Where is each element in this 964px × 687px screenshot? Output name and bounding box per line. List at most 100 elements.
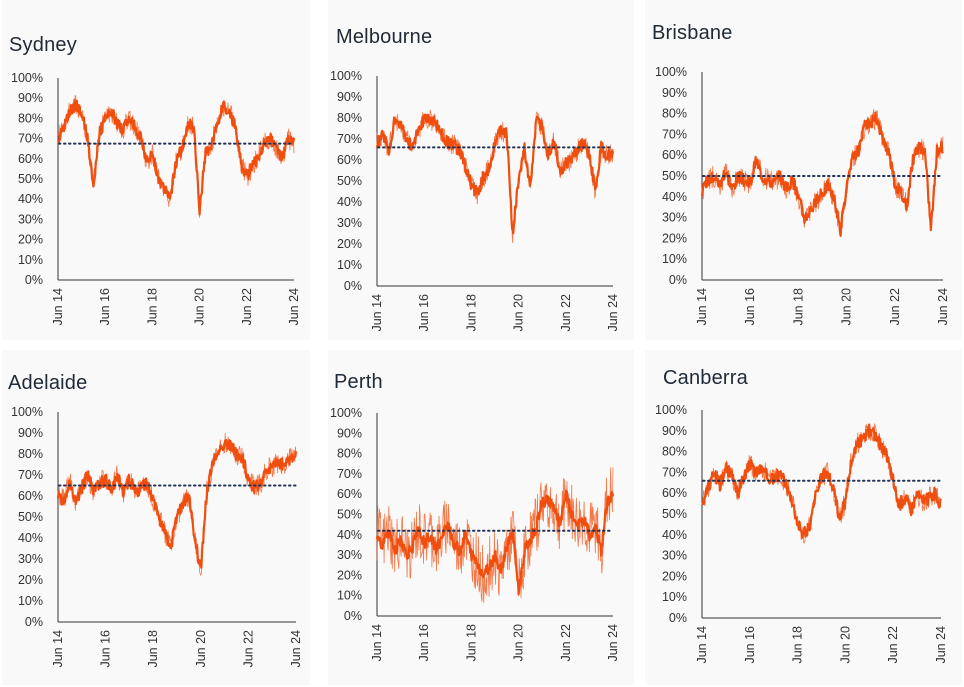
y-tick-label: 100% [11,405,43,419]
y-tick-label: 40% [18,192,43,206]
chart-panel-perth: Perth 0% 10% 20% 30% 40% 50% 60% 70% 80% 90% 100% J… [328,350,634,685]
y-tick-label: 30% [18,212,43,226]
series-line [701,423,942,539]
y-tick-label: 50% [337,174,362,188]
y-tick-label: 10% [662,252,687,266]
chart-title: Melbourne [336,26,433,48]
y-tick-label: 80% [18,111,43,125]
series-volatility-line [57,432,297,577]
y-tick-label: 80% [337,447,362,461]
y-tick-label: 40% [337,195,362,209]
x-tick-label: Jun 16 [417,624,431,662]
x-tick-label: Jun 18 [464,294,478,332]
series-volatility-line [376,467,614,603]
x-tick-label: Jun 14 [695,288,709,326]
x-tick-label: Jun 18 [791,626,805,664]
y-tick-label: 20% [662,231,687,245]
series-line [700,111,944,237]
x-tick-label: Jun 24 [936,288,950,326]
y-tick-label: 30% [662,211,687,225]
x-tick-label: Jun 16 [743,626,757,664]
y-tick-label: 30% [662,549,687,563]
y-tick-label: 60% [18,152,43,166]
chart-panel-melbourne: Melbourne 0% 10% 20% 30% 40% 50% 60% 70% 80% 90% 1… [328,0,634,340]
y-tick-label: 100% [655,403,687,417]
chart-title: Adelaide [8,372,88,394]
x-tick-label: Jun 20 [512,624,526,662]
y-tick-label: 20% [337,568,362,582]
series-line [375,113,615,235]
y-tick-label: 10% [662,590,687,604]
x-tick-label: Jun 20 [193,288,207,326]
y-tick-label: 0% [344,609,362,623]
x-tick-label: Jun 16 [417,294,431,332]
y-tick-label: 0% [25,273,43,287]
x-tick-label: Jun 22 [886,626,900,664]
y-tick-label: 40% [337,528,362,542]
chart-svg: 0% 10% 20% 30% 40% 50% 60% 70% 80% 90% 100% Jun 14 J… [655,403,948,664]
y-tick-label: 70% [337,132,362,146]
x-tick-label: Jun 18 [464,624,478,662]
y-tick-label: 100% [655,65,687,79]
chart-panel-sydney: Sydney 0% 10% 20% 30% 40% 50% 60% 70% 80% 90% 100%… [2,0,310,340]
chart-svg: 0% 10% 20% 30% 40% 50% 60% 70% 80% 90% 100% Jun 14 J… [330,69,620,332]
y-tick-label: 0% [344,279,362,293]
x-tick-label: Jun 22 [241,630,255,668]
y-tick-label: 70% [337,467,362,481]
y-tick-label: 50% [662,507,687,521]
x-tick-label: Jun 14 [51,630,65,668]
y-tick-label: 70% [18,468,43,482]
y-tick-label: 70% [662,465,687,479]
series-line [375,489,615,596]
x-tick-label: Jun 20 [194,630,208,668]
y-tick-label: 40% [662,190,687,204]
chart-svg: 0% 10% 20% 30% 40% 50% 60% 70% 80% 90% 100% Jun 14 J… [330,406,620,662]
y-tick-label: 0% [669,273,687,287]
x-tick-label: Jun 16 [99,630,113,668]
y-tick-label: 30% [18,552,43,566]
y-tick-label: 90% [662,86,687,100]
y-tick-label: 30% [337,548,362,562]
y-tick-label: 40% [18,531,43,545]
y-tick-label: 100% [330,69,362,83]
y-tick-label: 10% [337,258,362,272]
y-tick-label: 0% [25,615,43,629]
x-tick-label: Jun 18 [791,288,805,326]
chart-panel-canberra: Canberra 0% 10% 20% 30% 40% 50% 60% 70% 80% 90% 10… [645,350,962,685]
y-tick-label: 30% [337,216,362,230]
y-tick-label: 60% [662,486,687,500]
y-tick-label: 10% [18,253,43,267]
chart-title: Canberra [663,367,748,389]
y-tick-label: 20% [337,237,362,251]
series-volatility-line [376,109,614,244]
y-tick-label: 20% [662,569,687,583]
x-tick-label: Jun 22 [559,624,573,662]
y-tick-label: 20% [18,573,43,587]
y-tick-label: 60% [662,148,687,162]
x-tick-label: Jun 18 [146,630,160,668]
y-tick-label: 10% [18,594,43,608]
chart-panel-adelaide: Adelaide 0% 10% 20% 30% 40% 50% 60% 70% 80% 90% 10… [2,350,310,685]
x-tick-label: Jun 24 [606,624,620,662]
y-tick-label: 10% [337,589,362,603]
chart-panel-brisbane: Brisbane 0% 10% 20% 30% 40% 50% 60% 70% 80% 90% 10… [645,0,962,340]
x-tick-label: Jun 14 [370,624,384,662]
x-tick-label: Jun 24 [934,626,948,664]
y-tick-label: 50% [337,508,362,522]
chart-svg: 0% 10% 20% 30% 40% 50% 60% 70% 80% 90% 100% Jun 14 J… [11,71,301,326]
y-tick-label: 100% [330,406,362,420]
y-tick-label: 90% [337,90,362,104]
series-line [56,439,298,569]
y-tick-label: 90% [337,426,362,440]
x-tick-label: Jun 16 [743,288,757,326]
x-tick-label: Jun 18 [145,288,159,326]
y-tick-label: 90% [18,426,43,440]
x-tick-label: Jun 20 [512,294,526,332]
x-tick-label: Jun 16 [98,288,112,326]
y-tick-label: 90% [18,91,43,105]
x-tick-label: Jun 20 [840,288,854,326]
y-tick-label: 50% [18,172,43,186]
series-line [57,98,296,216]
x-tick-label: Jun 14 [370,294,384,332]
x-tick-label: Jun 14 [51,288,65,326]
